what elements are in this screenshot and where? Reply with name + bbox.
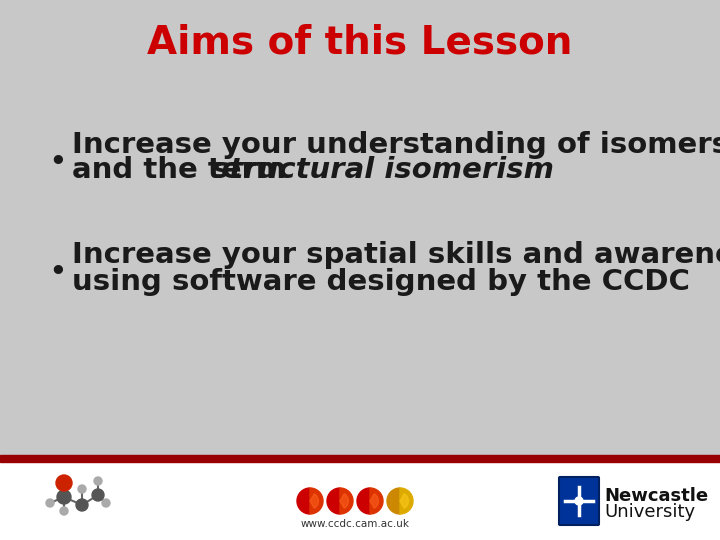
Wedge shape <box>400 488 413 514</box>
Circle shape <box>46 499 54 507</box>
Circle shape <box>57 490 71 504</box>
Text: •: • <box>48 146 67 178</box>
Circle shape <box>76 499 88 511</box>
Wedge shape <box>387 488 400 514</box>
Circle shape <box>92 489 104 501</box>
Wedge shape <box>370 494 379 508</box>
Circle shape <box>56 475 72 491</box>
Wedge shape <box>310 488 323 514</box>
Text: Newcastle: Newcastle <box>604 487 708 505</box>
Text: structural isomerism: structural isomerism <box>212 156 554 184</box>
Circle shape <box>102 499 110 507</box>
Text: Increase your understanding of isomers: Increase your understanding of isomers <box>72 131 720 159</box>
Text: and the term: and the term <box>72 156 296 184</box>
Text: University: University <box>604 503 695 521</box>
Text: Aims of this Lesson: Aims of this Lesson <box>148 23 572 61</box>
Circle shape <box>94 477 102 485</box>
Circle shape <box>60 507 68 515</box>
Wedge shape <box>400 494 408 508</box>
Bar <box>0 455 720 462</box>
Text: www.ccdc.cam.ac.uk: www.ccdc.cam.ac.uk <box>300 519 410 529</box>
Circle shape <box>78 485 86 493</box>
Text: •: • <box>48 256 67 287</box>
Wedge shape <box>357 488 370 514</box>
Wedge shape <box>310 494 318 508</box>
FancyBboxPatch shape <box>559 477 599 525</box>
Wedge shape <box>340 488 353 514</box>
Wedge shape <box>297 488 310 514</box>
Wedge shape <box>370 488 383 514</box>
Wedge shape <box>340 494 348 508</box>
Bar <box>0 462 720 540</box>
Wedge shape <box>327 488 340 514</box>
Circle shape <box>575 497 583 505</box>
Text: using software designed by the CCDC: using software designed by the CCDC <box>72 268 690 296</box>
Text: Increase your spatial skills and awareness: Increase your spatial skills and awarene… <box>72 241 720 269</box>
